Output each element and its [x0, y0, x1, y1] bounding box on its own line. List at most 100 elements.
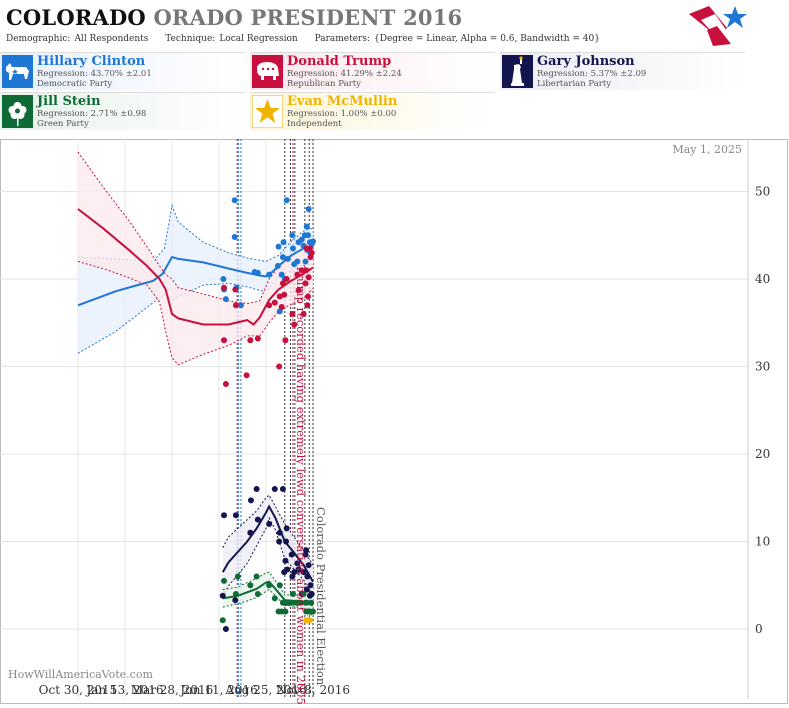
- poll-point: [266, 521, 273, 527]
- star-icon: [252, 95, 283, 128]
- poll-point: [232, 286, 239, 293]
- series-trend-line: [77, 245, 314, 307]
- y-tick-label: 50: [755, 185, 770, 199]
- poll-point: [295, 287, 302, 294]
- poll-point: [266, 271, 273, 278]
- candidate-party: Green Party: [37, 119, 89, 129]
- poll-point: [310, 238, 317, 245]
- poll-point: [308, 591, 315, 597]
- poll-point: [289, 245, 296, 252]
- poll-point: [237, 302, 244, 309]
- poll-point: [305, 562, 312, 569]
- statue-of-liberty-icon: [502, 55, 533, 88]
- poll-point: [274, 262, 281, 269]
- poll-point: [254, 269, 261, 276]
- poll-point: [304, 293, 311, 300]
- poll-points: [219, 197, 317, 632]
- poll-point: [289, 232, 296, 239]
- poll-point: [283, 197, 290, 204]
- poll-point: [294, 560, 301, 567]
- poll-point: [284, 255, 291, 262]
- poll-point: [291, 321, 298, 328]
- poll-point: [232, 302, 239, 309]
- poll-point: [247, 497, 254, 504]
- poll-point: [300, 591, 307, 597]
- poll-point: [282, 608, 289, 615]
- poll-point: [307, 582, 314, 589]
- x-tick-label: Jan 13, 2016: [85, 683, 164, 697]
- poll-point: [247, 582, 254, 589]
- date-stamp: May 1, 2025: [672, 143, 742, 156]
- y-tick-label: 20: [755, 447, 770, 461]
- poll-point: [289, 591, 296, 597]
- poll-point: [303, 586, 310, 593]
- poll-point: [254, 516, 261, 523]
- band-lower-line: [222, 588, 314, 617]
- poll-point: [291, 569, 298, 576]
- poll-point: [276, 582, 283, 589]
- poll-point: [298, 236, 305, 243]
- flower-icon: [2, 95, 33, 128]
- poll-point: [232, 591, 239, 597]
- poll-point: [279, 486, 286, 492]
- series-lines: [77, 208, 314, 622]
- poll-point: [275, 243, 282, 250]
- y-tick-label: 10: [755, 535, 770, 549]
- candidate-name: Donald Trump: [287, 54, 392, 69]
- technique-info: Technique: Local Regression: [165, 34, 297, 44]
- x-tick-label: Aug 25, 2016: [224, 683, 306, 697]
- poll-point: [282, 557, 289, 564]
- band-upper-line: [77, 203, 314, 263]
- poll-point: [306, 617, 313, 624]
- poll-point: [221, 337, 228, 344]
- poll-point: [303, 223, 310, 230]
- confidence-band: [78, 152, 313, 365]
- poll-point: [222, 626, 229, 632]
- elephant-icon: [252, 55, 283, 88]
- poll-point: [302, 551, 309, 558]
- watermark: HowWillAmericaVote.com: [8, 668, 153, 681]
- poll-point: [276, 529, 283, 536]
- poll-point: [283, 525, 290, 532]
- poll-point: [278, 271, 285, 278]
- parameters-value: {Degree = Linear, Alpha = 0.6, Bandwidth…: [374, 34, 600, 44]
- chart-title-state: COLORADO: [6, 5, 146, 30]
- y-tick-label: 30: [755, 360, 770, 374]
- poll-point: [298, 267, 305, 274]
- poll-point: [220, 276, 227, 282]
- poll-point: [294, 258, 301, 265]
- donkey-icon: [2, 55, 33, 88]
- poll-point: [295, 566, 302, 573]
- y-tick-label: 0: [755, 622, 763, 636]
- chart-area: Oct 30, 2015 Jan 13, 2016 Mar 28, 2016 Jun …: [0, 139, 788, 705]
- poll-point: [288, 599, 295, 606]
- poll-point: [231, 234, 238, 240]
- poll-point: [280, 239, 287, 246]
- poll-point: [294, 271, 301, 278]
- technique-label: Technique:: [165, 34, 216, 44]
- chart-title-race: ORADO PRESIDENT 2016: [153, 5, 463, 30]
- poll-point: [281, 291, 288, 298]
- parameters-info: Parameters: {Degree = Linear, Alpha = 0.6…: [315, 34, 600, 44]
- poll-point: [221, 512, 228, 519]
- poll-point: [247, 529, 254, 536]
- poll-point: [234, 573, 241, 580]
- site-logo-icon: [689, 6, 747, 46]
- poll-point: [305, 274, 312, 281]
- poll-point: [221, 577, 228, 584]
- poll-point: [308, 599, 315, 606]
- annotation-label: Colorado Presidential Election: [314, 507, 328, 686]
- poll-point: [254, 591, 261, 597]
- poll-point: [289, 311, 296, 317]
- poll-point: [219, 617, 226, 624]
- demographic-value: All Respondents: [74, 34, 149, 44]
- poll-point: [304, 302, 311, 309]
- poll-point: [300, 311, 307, 317]
- candidate-regression: Regression: 43.70% ±2.01: [37, 69, 152, 79]
- poll-point: [302, 280, 309, 287]
- poll-point: [304, 232, 311, 239]
- y-tick-label: 40: [755, 272, 770, 286]
- candidate-card-stein: Jill Stein Regression: 2.71% ±0.98 Green…: [0, 92, 245, 130]
- poll-point: [302, 258, 309, 265]
- poll-point: [276, 363, 283, 370]
